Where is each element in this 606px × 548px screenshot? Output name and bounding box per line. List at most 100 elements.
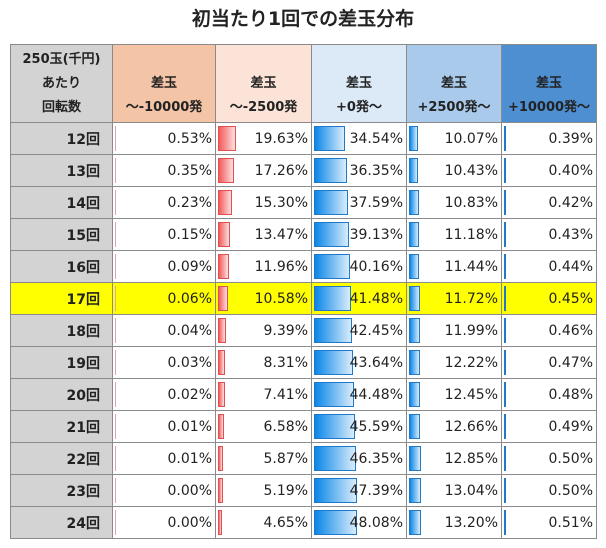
data-bar — [218, 510, 223, 535]
value-text: 10.07% — [444, 130, 498, 147]
value-text: 12.22% — [444, 354, 498, 371]
value-cell: 0.48% — [501, 378, 597, 411]
value-text: 44.48% — [349, 386, 403, 403]
value-cell: 0.44% — [501, 250, 597, 283]
table-row: 23回 0.00% 5.19% 47.39% 13.04% 0.50% — [10, 474, 597, 507]
column-header: 差玉 +0発～ — [311, 44, 407, 123]
value-cell: 0.53% — [112, 122, 216, 155]
data-bar — [115, 190, 116, 215]
data-bar — [409, 318, 420, 343]
data-bar — [504, 286, 506, 311]
value-cell: 0.03% — [112, 346, 216, 379]
table-row: 18回 0.04% 9.39% 42.45% 11.99% 0.46% — [10, 314, 597, 347]
column-header-line1: 差玉 — [345, 75, 372, 91]
value-text: 41.48% — [349, 290, 403, 307]
value-text: 10.83% — [444, 194, 498, 211]
value-cell: 7.41% — [215, 378, 312, 411]
value-cell: 0.35% — [112, 154, 216, 187]
data-bar — [218, 158, 234, 183]
value-text: 48.08% — [349, 514, 403, 531]
value-cell: 11.99% — [406, 314, 502, 347]
value-text: 11.72% — [444, 290, 498, 307]
data-bar — [314, 158, 347, 183]
data-bar — [218, 318, 227, 343]
data-bar — [504, 254, 506, 279]
data-bar — [409, 158, 419, 183]
value-text: 10.58% — [254, 290, 308, 307]
table-row: 14回 0.23% 15.30% 37.59% 10.83% 0.42% — [10, 186, 597, 219]
value-cell: 10.43% — [406, 154, 502, 187]
value-text: 0.44% — [548, 258, 593, 275]
value-cell: 0.49% — [501, 410, 597, 443]
table-row: 24回 0.00% 4.65% 48.08% 13.20% 0.51% — [10, 506, 597, 539]
value-cell: 0.23% — [112, 186, 216, 219]
table-row: 17回 0.06% 10.58% 41.48% 11.72% 0.45% — [10, 282, 597, 315]
value-text: 11.99% — [444, 322, 498, 339]
value-text: 0.46% — [548, 322, 593, 339]
data-bar — [314, 126, 346, 151]
value-text: 19.63% — [254, 130, 308, 147]
value-text: 13.04% — [444, 482, 498, 499]
value-text: 9.39% — [263, 322, 308, 339]
value-cell: 0.51% — [501, 506, 597, 539]
data-bar — [115, 350, 116, 375]
value-cell: 6.58% — [215, 410, 312, 443]
data-bar — [314, 318, 353, 343]
value-text: 0.03% — [167, 354, 212, 371]
value-text: 5.19% — [263, 482, 308, 499]
data-bar — [409, 286, 420, 311]
value-text: 0.00% — [167, 514, 212, 531]
column-header-line2: +0発～ — [336, 99, 382, 115]
value-text: 0.04% — [167, 322, 212, 339]
value-text: 0.39% — [548, 130, 593, 147]
data-bar — [218, 350, 226, 375]
data-bar — [218, 126, 236, 151]
value-text: 13.47% — [254, 226, 308, 243]
value-cell: 47.39% — [311, 474, 407, 507]
table-row: 13回 0.35% 17.26% 36.35% 10.43% 0.40% — [10, 154, 597, 187]
value-cell: 11.72% — [406, 282, 502, 315]
value-cell: 0.43% — [501, 218, 597, 251]
row-label: 18回 — [10, 314, 113, 347]
value-text: 0.42% — [548, 194, 593, 211]
column-header-line1: 差玉 — [535, 75, 562, 91]
value-cell: 0.15% — [112, 218, 216, 251]
table-row: 16回 0.09% 11.96% 40.16% 11.44% 0.44% — [10, 250, 597, 283]
row-label: 22回 — [10, 442, 113, 475]
row-label: 16回 — [10, 250, 113, 283]
row-label: 21回 — [10, 410, 113, 443]
data-bar — [314, 446, 356, 471]
value-text: 45.59% — [349, 418, 403, 435]
value-text: 36.35% — [349, 162, 403, 179]
data-bar — [314, 478, 357, 503]
data-bar — [115, 414, 116, 439]
value-text: 17.26% — [254, 162, 308, 179]
value-text: 0.49% — [548, 418, 593, 435]
row-header-line: あたり — [41, 75, 81, 91]
value-cell: 0.00% — [112, 474, 216, 507]
data-bar — [504, 478, 506, 503]
column-header-line1: 差玉 — [440, 75, 467, 91]
value-text: 13.20% — [444, 514, 498, 531]
column-header-line2: ～-2500発 — [229, 99, 298, 115]
value-cell: 13.47% — [215, 218, 312, 251]
value-text: 0.50% — [548, 450, 593, 467]
value-text: 0.02% — [167, 386, 212, 403]
value-cell: 0.02% — [112, 378, 216, 411]
value-text: 12.85% — [444, 450, 498, 467]
value-cell: 48.08% — [311, 506, 407, 539]
value-cell: 11.44% — [406, 250, 502, 283]
header-row: 250玉(千円) あたり 回転数 差玉 ～-10000発 差玉 ～-2500発 差玉 +0… — [10, 44, 597, 123]
value-cell: 0.04% — [112, 314, 216, 347]
data-bar — [314, 222, 350, 247]
value-cell: 10.07% — [406, 122, 502, 155]
data-bar — [504, 350, 506, 375]
data-bar — [504, 382, 506, 407]
data-bar — [409, 254, 420, 279]
data-bar — [115, 446, 116, 471]
value-text: 10.43% — [444, 162, 498, 179]
value-text: 0.15% — [167, 226, 212, 243]
value-text: 5.87% — [263, 450, 308, 467]
value-text: 0.45% — [548, 290, 593, 307]
table-row: 19回 0.03% 8.31% 43.64% 12.22% 0.47% — [10, 346, 597, 379]
